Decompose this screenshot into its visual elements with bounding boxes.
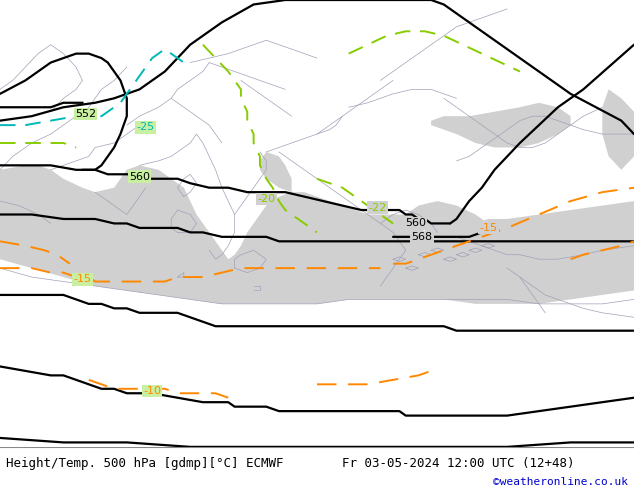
Text: ©weatheronline.co.uk: ©weatheronline.co.uk <box>493 477 628 487</box>
Text: -15: -15 <box>479 223 497 233</box>
Polygon shape <box>260 152 292 192</box>
Text: 560: 560 <box>129 172 150 181</box>
Polygon shape <box>406 201 495 268</box>
Text: -20: -20 <box>257 194 275 204</box>
Polygon shape <box>0 165 634 304</box>
Polygon shape <box>602 89 634 170</box>
Text: -10: -10 <box>143 386 161 396</box>
Polygon shape <box>431 103 571 147</box>
Text: 568: 568 <box>411 232 432 242</box>
Text: Fr 03-05-2024 12:00 UTC (12+48): Fr 03-05-2024 12:00 UTC (12+48) <box>342 457 575 470</box>
Text: -25: -25 <box>137 122 155 132</box>
Text: -15: -15 <box>74 274 91 284</box>
Text: Height/Temp. 500 hPa [gdmp][°C] ECMWF: Height/Temp. 500 hPa [gdmp][°C] ECMWF <box>6 457 284 470</box>
Text: -22: -22 <box>368 203 386 213</box>
Text: 560: 560 <box>404 219 426 228</box>
Text: 552: 552 <box>75 109 96 119</box>
